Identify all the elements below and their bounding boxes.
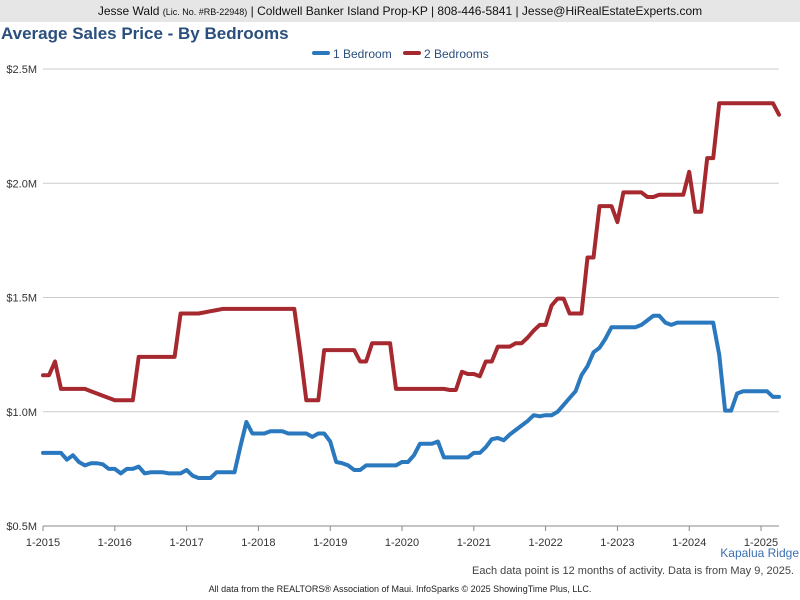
y-tick-label: $1.5M xyxy=(6,293,37,305)
y-tick-label: $0.5M xyxy=(6,521,37,533)
x-tick-label: 1-2022 xyxy=(529,537,563,549)
agent-header-bar: Jesse Wald (Lic. No. #RB-22948) | Coldwe… xyxy=(0,0,800,22)
x-tick-label: 1-2019 xyxy=(313,537,347,549)
legend-label: 1 Bedroom xyxy=(333,47,392,61)
series-line-2 xyxy=(41,101,781,403)
legend-label: 2 Bedrooms xyxy=(424,47,489,61)
y-tick-label: $1.0M xyxy=(6,407,37,419)
agent-details: | Coldwell Banker Island Prop-KP | 808-4… xyxy=(250,4,703,18)
x-tick-label: 1-2016 xyxy=(98,537,132,549)
series-line-1 xyxy=(41,313,781,480)
x-tick-label: 1-2024 xyxy=(672,537,706,549)
x-tick-label: 1-2020 xyxy=(385,537,419,549)
data-note: Each data point is 12 months of activity… xyxy=(471,565,794,577)
x-tick-label: 1-2018 xyxy=(241,537,275,549)
chart-title: Average Sales Price - By Bedrooms xyxy=(1,24,289,43)
x-tick-label: 1-2015 xyxy=(26,537,60,549)
x-tick-label: 1-2025 xyxy=(744,537,778,549)
x-tick-label: 1-2021 xyxy=(457,537,491,549)
agent-license: (Lic. No. #RB-22948) xyxy=(162,7,248,17)
location-label: Kapalua Ridge xyxy=(720,546,799,560)
x-tick-label: 1-2017 xyxy=(169,537,203,549)
x-tick-label: 1-2023 xyxy=(600,537,634,549)
agent-name: Jesse Wald xyxy=(97,4,160,18)
source-credit: All data from the REALTORS® Association … xyxy=(208,584,592,594)
y-tick-label: $2.5M xyxy=(6,64,37,76)
y-tick-label: $2.0M xyxy=(6,178,37,190)
